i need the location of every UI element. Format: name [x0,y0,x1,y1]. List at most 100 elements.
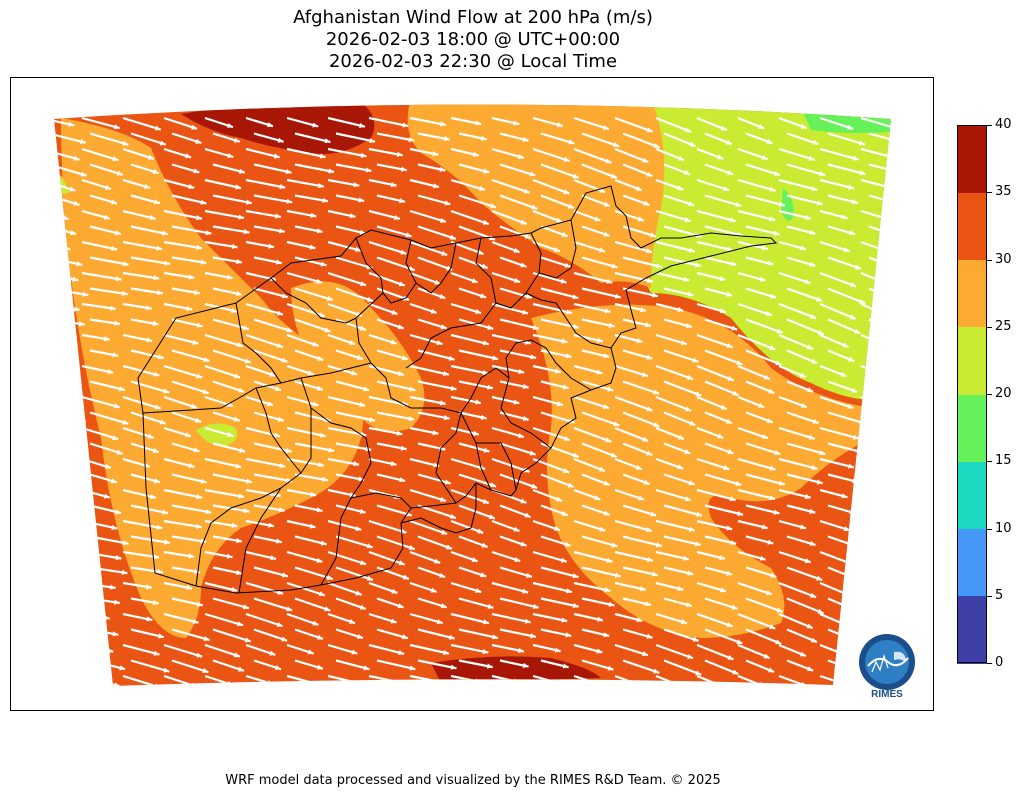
wind-arrow-head [769,465,776,471]
wind-arrow [286,457,324,467]
wind-arrow [122,209,156,220]
wind-arrow-head [894,233,900,238]
wind-arrow [54,581,80,590]
wind-arrow-head [149,493,156,500]
wind-arrow [704,659,739,676]
wind-arrow-head [238,493,244,499]
wind-arrow-head [572,294,579,300]
wind-arrow [245,612,283,628]
wind-arrow [696,364,734,382]
wind-arrow [491,426,525,439]
wind-arrow [409,333,443,346]
wind-arrow-head [238,214,245,220]
wind-arrow-head [277,416,284,422]
wind-arrow-head [596,648,603,654]
wind-arrow [902,118,934,128]
colorbar-tick-label: 10 [995,520,1012,536]
wind-arrow [335,566,374,582]
wind-arrow [418,692,449,698]
wind-arrow-head [778,201,785,207]
wind-arrow-head [557,680,564,686]
wind-arrow [910,289,934,302]
wind-arrow [417,380,457,391]
wind-arrow [253,473,293,483]
wind-arrow [902,180,929,188]
wind-arrow-head [727,654,734,660]
wind-arrow-head [847,124,854,130]
wind-arrow [130,380,170,394]
wind-arrow [704,349,743,366]
wind-arrow [868,442,891,453]
wind-arrow-head [816,200,823,206]
wind-arrow [253,163,292,174]
wind-arrow-head [688,247,695,253]
wind-arrow-head [889,250,891,256]
wind-arrow-head [677,185,684,191]
wind-arrow-head [653,668,660,674]
colorbar-tick-label: 40 [995,117,1012,132]
wind-arrow-head [146,337,153,343]
wind-arrow-head [194,568,200,574]
wind-arrow-head [399,198,406,204]
wind-arrow [253,628,288,642]
wind-arrow-head [475,588,482,594]
wind-arrow [130,132,167,146]
wind-arrow-head [933,480,934,485]
wind-arrow-head [471,557,478,563]
wind-arrow-head [122,261,129,267]
wind-arrow-head [532,603,539,609]
wind-arrow [335,442,372,451]
wind-arrow-head [235,290,242,297]
wind-arrow [532,271,567,284]
wind-arrow [573,302,611,314]
wind-arrow [499,318,539,330]
wind-arrow-head [726,525,733,531]
wind-arrow [327,519,362,531]
wind-arrow [409,519,448,536]
wind-arrow-head [400,249,407,255]
wind-arrow-head [850,561,857,567]
wind-arrow [286,333,319,347]
wind-arrow [450,209,490,226]
wind-arrow-head [730,261,737,267]
wind-arrow-head [103,336,110,342]
wind-arrow-head [443,136,450,142]
wind-arrow [89,442,123,455]
wind-arrow [417,473,451,485]
wind-arrow-head [923,184,929,189]
wind-arrow-head [758,402,765,408]
wind-arrow-head [518,368,525,375]
wind-arrow [171,628,210,642]
wind-arrow [245,302,284,316]
wind-arrow-head [231,243,238,250]
wind-arrow-head [686,602,692,608]
wind-arrow-head [763,374,770,380]
wind-arrow-head [514,277,521,283]
wind-arrow-head [553,247,560,252]
colorbar-swatch [957,326,987,395]
colorbar-tick-label: 5 [995,587,1004,603]
wind-arrow-head [281,357,288,363]
wind-arrow-head [439,679,446,685]
wind-arrow-head [769,624,776,630]
wind-arrow-head [655,263,662,269]
wind-arrow-head [483,619,489,625]
field-band-15-20-northeast [801,108,891,133]
wind-arrow-head [154,125,161,131]
wind-arrow-head [226,553,233,559]
wind-arrow-head [482,219,489,225]
wind-arrow [81,643,114,653]
wind-arrow [532,147,570,163]
wind-arrow [245,147,280,159]
wind-arrow-head [450,385,457,391]
wind-arrow-head [200,259,207,265]
wind-arrow-head [443,414,450,421]
wind-arrow-head [614,293,621,299]
wind-arrow-head [613,700,619,705]
wind-arrow [827,256,862,270]
wind-arrow [663,659,702,676]
colorbar-swatch [957,394,987,462]
wind-arrow-head [398,371,404,377]
wind-arrow-head [146,616,153,622]
wind-arrow-head [809,229,816,235]
